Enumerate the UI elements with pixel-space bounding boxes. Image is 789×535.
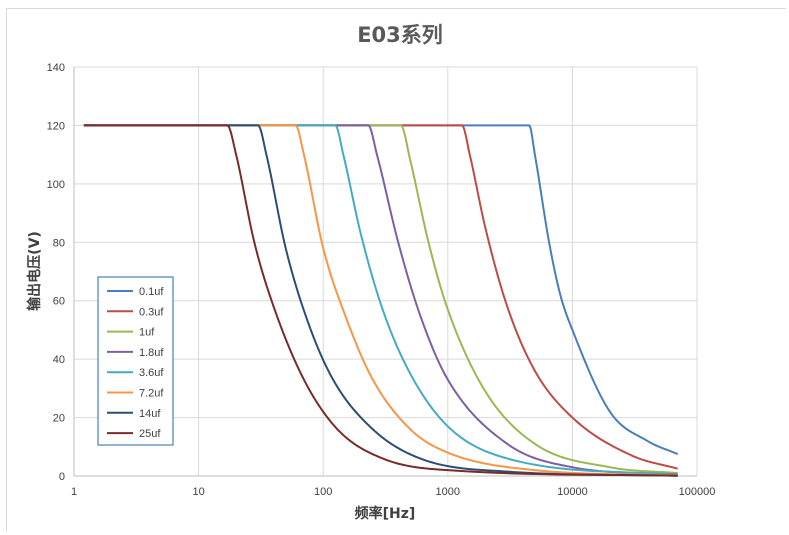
legend-label: 3.6uf <box>139 367 164 379</box>
y-tick-labels: 0 20 40 60 80 100 120 140 <box>47 62 65 483</box>
x-tick-label: 100000 <box>679 486 716 498</box>
axes <box>73 67 697 477</box>
legend-label: 1.8uf <box>139 347 164 359</box>
legend: 0.1uf 0.3uf 1uf 1.8uf 3.6uf 7.2uf 14uf 25uf <box>97 276 174 446</box>
legend-label: 7.2uf <box>139 388 164 400</box>
y-tick-label: 40 <box>53 354 65 366</box>
y-axis-title: 输出电压(V) <box>26 231 43 311</box>
x-tick-label: 1000 <box>436 486 460 498</box>
y-tick-label: 120 <box>47 120 65 132</box>
y-tick-label: 20 <box>53 413 65 425</box>
y-tick-label: 0 <box>59 471 65 483</box>
legend-box <box>97 276 174 446</box>
y-tick-label: 140 <box>47 62 65 74</box>
legend-label: 0.1uf <box>139 286 164 298</box>
series-line-7-2uf <box>83 124 678 477</box>
series-line-0-3uf <box>83 124 678 470</box>
y-tick-label: 80 <box>53 237 65 249</box>
grid-lines <box>73 66 698 477</box>
x-tick-label: 1 <box>71 486 77 498</box>
series-line-1-8uf <box>83 124 678 476</box>
x-tick-label: 100 <box>314 486 332 498</box>
series-line-3-6uf <box>83 124 678 477</box>
series-line-1uf <box>83 124 678 475</box>
legend-label: 1uf <box>139 327 155 339</box>
x-tick-labels: 1 10 100 1000 10000 100000 <box>71 486 715 498</box>
series-line-14uf <box>83 124 678 477</box>
legend-label: 25uf <box>139 428 161 440</box>
x-tick-label: 10 <box>192 486 204 498</box>
y-tick-label: 100 <box>47 179 65 191</box>
series-line-0-1uf <box>83 124 679 456</box>
chart-frame <box>6 8 786 532</box>
chart-title: E03系列 <box>357 23 443 47</box>
series-lines <box>83 124 679 477</box>
legend-label: 14uf <box>139 408 161 420</box>
legend-label: 0.3uf <box>139 306 164 318</box>
x-axis-title: 频率[Hz] <box>355 505 416 522</box>
y-tick-label: 60 <box>53 296 65 308</box>
x-tick-label: 10000 <box>557 486 588 498</box>
series-line-25uf <box>83 124 678 477</box>
